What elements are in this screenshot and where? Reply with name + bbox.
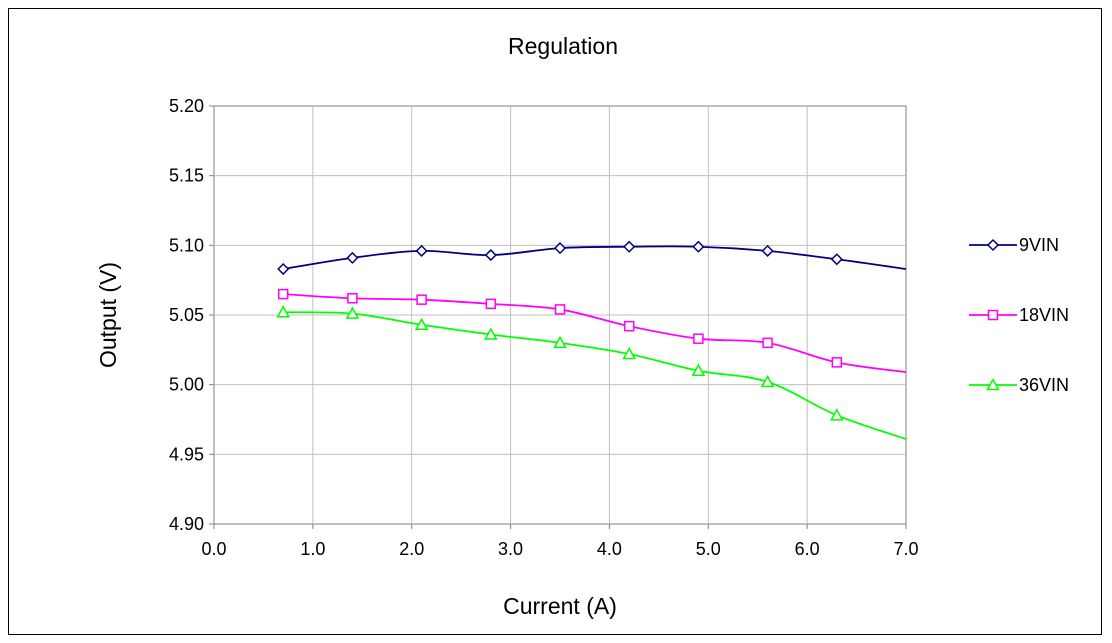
data-point-18vin: [347, 293, 358, 304]
data-point-9vin: [830, 253, 843, 266]
y-tick-label: 5.20: [169, 96, 204, 116]
tick-label-layer: 0.0 1.0 2.0 3.0 4.0 5.0 6.0 7.0 4.90 4.95 5.00 5.05…: [169, 96, 919, 559]
x-tick-label: 2.0: [399, 539, 424, 559]
data-point-18vin: [277, 288, 289, 300]
data-point-18vin: [416, 294, 427, 305]
x-tick-label: 5.0: [696, 539, 721, 559]
x-tick-label: 6.0: [795, 539, 820, 559]
y-tick-label: 5.00: [169, 375, 204, 395]
y-tick-label: 4.90: [169, 514, 204, 534]
legend-item-9vin: 9VIN: [969, 235, 1059, 255]
data-point-18vin: [554, 304, 566, 315]
data-point-18vin: [693, 333, 704, 344]
x-axis-title: Current (A): [503, 593, 617, 619]
data-point-36vin: [276, 305, 290, 318]
y-tick-label: 5.10: [169, 235, 204, 255]
series-18vin: [277, 288, 907, 374]
legend-label: 18VIN: [1019, 305, 1069, 325]
x-tick-label: 4.0: [597, 539, 622, 559]
chart-title: Regulation: [508, 33, 618, 59]
series-layer: [276, 240, 907, 440]
legend-label: 9VIN: [1019, 235, 1059, 255]
series-line-36vin: [283, 311, 907, 440]
data-point-36vin: [830, 408, 844, 421]
data-point-36vin: [345, 306, 360, 319]
legend-item-18vin: 18VIN: [969, 305, 1069, 325]
x-tick-label: 0.0: [201, 539, 226, 559]
series-line-9vin: [283, 245, 907, 270]
data-point-9vin: [346, 251, 359, 264]
data-point-9vin: [484, 249, 497, 262]
x-tick-label: 3.0: [498, 539, 523, 559]
legend-label: 36VIN: [1019, 375, 1069, 395]
legend-marker: [987, 309, 999, 321]
data-point-9vin: [553, 242, 567, 255]
data-point-9vin: [415, 244, 428, 257]
y-axis-title: Output (V): [95, 262, 121, 368]
data-point-9vin: [761, 244, 774, 257]
y-tick-label: 5.05: [169, 305, 204, 325]
data-point-18vin: [623, 320, 635, 332]
series-36vin: [276, 305, 907, 440]
data-point-9vin: [623, 240, 636, 253]
y-tick-label: 5.15: [169, 166, 204, 186]
data-point-18vin: [485, 298, 497, 310]
x-tick-label: 7.0: [893, 539, 918, 559]
data-point-36vin: [414, 317, 429, 331]
x-tick-label: 1.0: [300, 539, 325, 559]
data-point-18vin: [831, 357, 843, 368]
legend-item-36vin: 36VIN: [969, 375, 1069, 395]
data-point-36vin: [691, 363, 706, 376]
data-point-36vin: [553, 335, 567, 349]
legend-marker: [986, 377, 1000, 391]
legend-marker: [986, 238, 1000, 252]
data-point-36vin: [622, 346, 636, 360]
data-point-9vin: [277, 262, 290, 276]
data-point-36vin: [484, 327, 498, 340]
series-line-18vin: [283, 293, 907, 374]
legend: 9VIN 18VIN 36VIN: [969, 235, 1069, 395]
series-9vin: [277, 240, 907, 276]
y-tick-label: 4.95: [169, 444, 204, 464]
data-point-36vin: [760, 374, 775, 388]
data-point-18vin: [762, 337, 773, 349]
data-point-9vin: [692, 240, 705, 253]
